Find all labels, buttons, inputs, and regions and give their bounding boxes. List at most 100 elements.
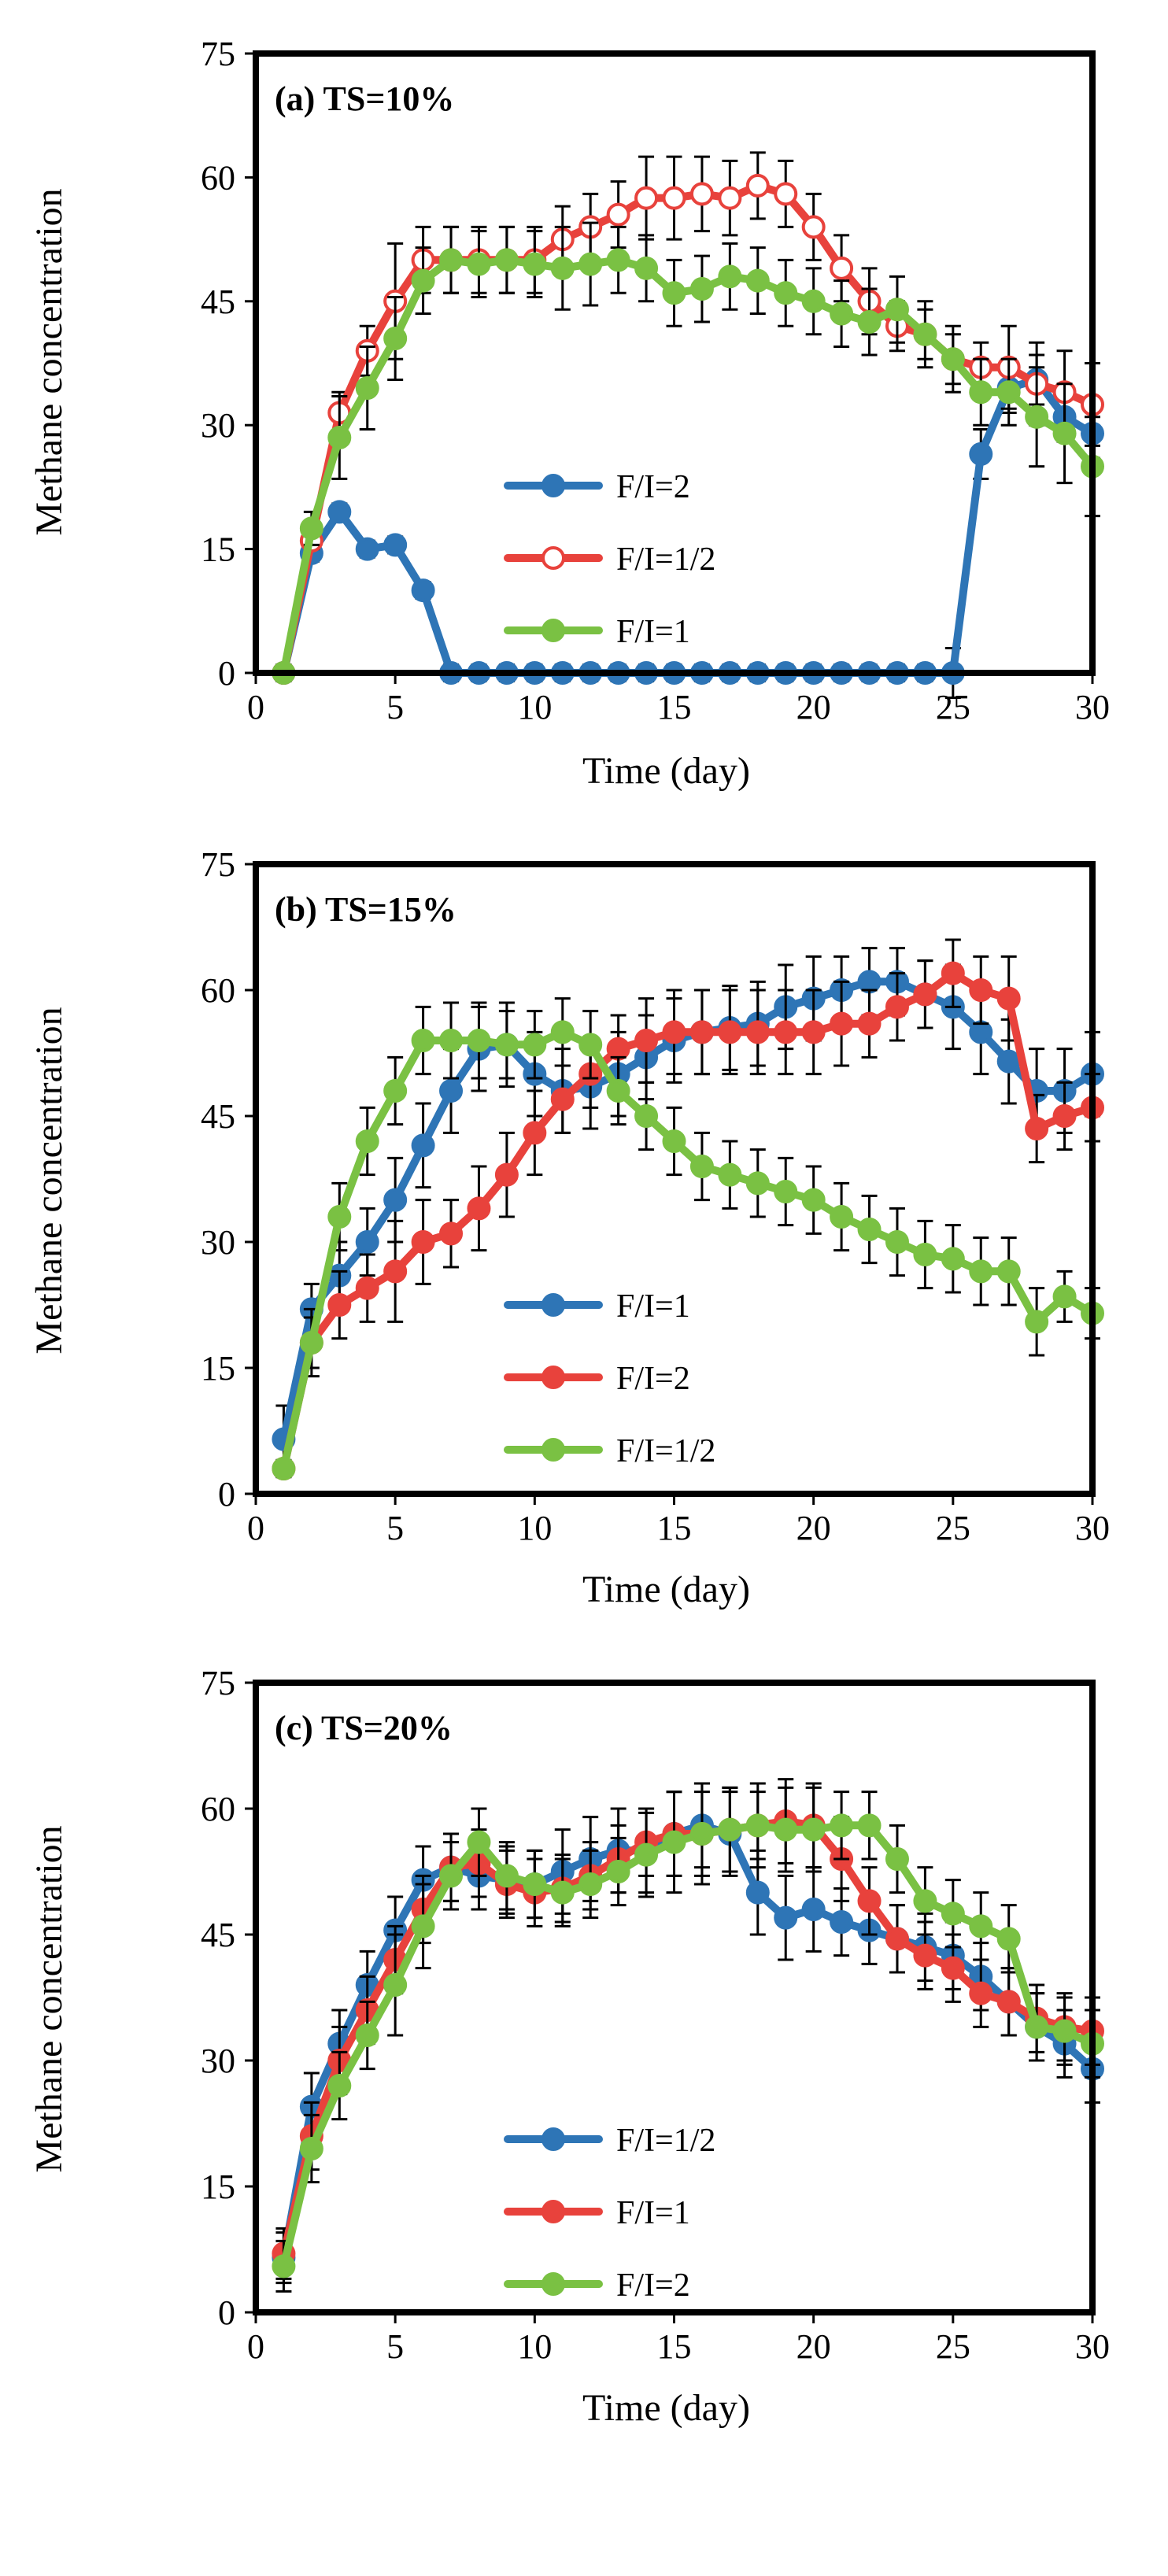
x-axis-title: Time (day) xyxy=(582,2387,750,2429)
data-point xyxy=(941,1902,965,1926)
data-point xyxy=(662,281,686,305)
data-point xyxy=(662,1830,686,1854)
x-tick-label: 5 xyxy=(386,1509,404,1547)
data-point xyxy=(355,537,379,561)
x-tick-label: 25 xyxy=(936,1509,970,1547)
data-point xyxy=(494,1162,519,1187)
data-point xyxy=(857,1218,882,1241)
legend-label: F/I=1 xyxy=(616,2195,690,2231)
data-point xyxy=(913,1889,937,1913)
panel-title: (a) TS=10% xyxy=(275,79,454,118)
data-point xyxy=(662,1129,686,1153)
y-tick-label: 15 xyxy=(201,530,235,569)
data-point xyxy=(634,1104,659,1128)
y-tick-label: 75 xyxy=(201,1664,235,1702)
data-point xyxy=(550,1020,575,1044)
panel-title: (c) TS=20% xyxy=(275,1709,453,1747)
data-point xyxy=(662,186,686,210)
data-point xyxy=(718,1162,742,1187)
y-tick-label: 30 xyxy=(201,1223,235,1262)
data-point xyxy=(830,1813,854,1838)
series-line xyxy=(279,1821,1096,2262)
legend-swatch-marker xyxy=(541,1366,565,1389)
data-point xyxy=(634,256,659,280)
y-tick-label: 15 xyxy=(201,1349,235,1388)
data-point xyxy=(885,1927,909,1951)
data-point xyxy=(467,1196,491,1221)
data-point xyxy=(689,1822,714,1846)
chart-panel-3: 0 15 30 45 60 75 0 5 10 15 20 25 30 Time (day) Methane… xyxy=(28,1664,1110,2429)
data-point xyxy=(411,1133,435,1158)
data-point xyxy=(718,186,742,210)
x-tick-label: 10 xyxy=(517,2327,552,2366)
data-point xyxy=(801,1188,826,1212)
legend-swatch-marker xyxy=(541,1293,565,1317)
data-point xyxy=(327,425,352,449)
panel-title: (b) TS=15% xyxy=(275,890,456,929)
data-point xyxy=(299,1331,323,1355)
data-point xyxy=(272,1457,296,1480)
data-point xyxy=(606,202,630,227)
data-point xyxy=(439,1221,464,1246)
data-point xyxy=(718,264,742,289)
x-tick-label: 30 xyxy=(1075,2327,1110,2366)
data-point xyxy=(355,375,379,400)
data-point xyxy=(272,2254,296,2278)
data-point xyxy=(439,1079,464,1103)
data-point xyxy=(913,322,937,346)
data-point xyxy=(996,1259,1021,1284)
legend-label: F/I=1 xyxy=(616,1288,690,1325)
x-tick-label: 20 xyxy=(797,688,831,726)
data-point xyxy=(1052,1104,1077,1128)
x-tick-label: 25 xyxy=(936,2327,970,2366)
data-point xyxy=(830,1011,854,1036)
data-point xyxy=(550,1087,575,1111)
data-point xyxy=(689,1155,714,1178)
x-tick-label: 30 xyxy=(1075,1509,1110,1547)
x-tick-label: 5 xyxy=(386,2327,404,2366)
data-point xyxy=(941,1956,965,1980)
x-tick-label: 10 xyxy=(517,688,552,726)
legend-swatch-marker xyxy=(541,2200,565,2223)
data-point xyxy=(913,1943,937,1968)
data-point xyxy=(550,256,575,280)
data-point xyxy=(634,1029,659,1052)
legend-swatch-marker xyxy=(541,546,565,570)
data-point xyxy=(523,1121,547,1145)
y-tick-label: 45 xyxy=(201,1916,235,1954)
series-F/I=1/2 xyxy=(272,997,1104,1480)
data-point xyxy=(885,1847,909,1871)
data-point xyxy=(327,2074,352,2097)
data-point xyxy=(299,2137,323,2160)
y-tick-label: 15 xyxy=(201,2168,235,2206)
data-point xyxy=(550,1880,575,1905)
data-point xyxy=(830,1205,854,1229)
data-point xyxy=(913,982,937,1007)
data-point xyxy=(383,1079,408,1103)
data-point xyxy=(383,327,408,351)
data-point xyxy=(467,1830,491,1854)
data-point xyxy=(745,1880,770,1905)
data-point xyxy=(941,961,965,985)
legend-swatch-marker xyxy=(541,474,565,497)
data-point xyxy=(411,1914,435,1938)
legend: F/I=1/2 F/I=1 F/I=2 xyxy=(504,2123,715,2304)
data-point xyxy=(801,1898,826,1921)
data-point xyxy=(523,252,547,276)
data-point xyxy=(689,1020,714,1044)
data-point xyxy=(857,1813,882,1838)
series-line xyxy=(279,256,1096,677)
y-tick-label: 75 xyxy=(201,845,235,884)
data-point xyxy=(801,1020,826,1044)
plot-frame xyxy=(253,50,1096,676)
data-point xyxy=(578,252,603,276)
legend-swatch-marker xyxy=(541,619,565,642)
data-point xyxy=(383,1259,408,1284)
data-point xyxy=(774,281,798,305)
data-point xyxy=(327,500,352,524)
data-point xyxy=(606,1079,630,1103)
data-point xyxy=(941,347,965,371)
data-point xyxy=(383,533,408,557)
data-point xyxy=(689,277,714,301)
